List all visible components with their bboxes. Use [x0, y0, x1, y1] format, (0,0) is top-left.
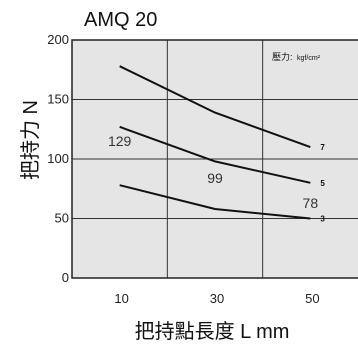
chart-title: AMQ 20: [84, 9, 157, 31]
x-tick-label: 10: [114, 291, 128, 306]
y-axis-label: 把持力 N: [19, 100, 42, 180]
y-tick-label: 50: [55, 211, 69, 226]
tick-labels: 0 50 100 150 200 10 30 50: [47, 32, 319, 306]
series-line-3: [119, 184, 311, 220]
series-label-7: 7: [320, 143, 325, 152]
y-tick-label: 0: [62, 270, 69, 285]
x-axis-label: 把持點長度 L mm: [135, 320, 290, 343]
series-line-7: [119, 65, 311, 149]
x-tick-label: 30: [210, 291, 224, 306]
plot-frame: [71, 39, 358, 279]
series-line-5: [119, 125, 311, 184]
series-group: 7 5 3: [119, 65, 325, 224]
y-tick-label: 100: [47, 151, 69, 166]
data-label: 99: [207, 170, 223, 186]
legend-unit: kgf/cm²: [297, 55, 321, 62]
series-label-5: 5: [320, 179, 325, 188]
pressure-legend: 壓力: kgf/cm²: [272, 51, 321, 62]
data-labels: 129 99 78: [108, 133, 318, 211]
y-tick-label: 150: [47, 92, 69, 107]
series-label-3: 3: [320, 215, 325, 224]
svg-text:壓力: kgf/cm²: 壓力: kgf/cm²: [272, 51, 321, 62]
data-label: 78: [303, 195, 319, 211]
legend-label: 壓力:: [272, 51, 293, 62]
x-tick-label: 50: [305, 291, 319, 306]
data-label: 129: [108, 133, 132, 149]
y-tick-label: 200: [47, 32, 69, 47]
